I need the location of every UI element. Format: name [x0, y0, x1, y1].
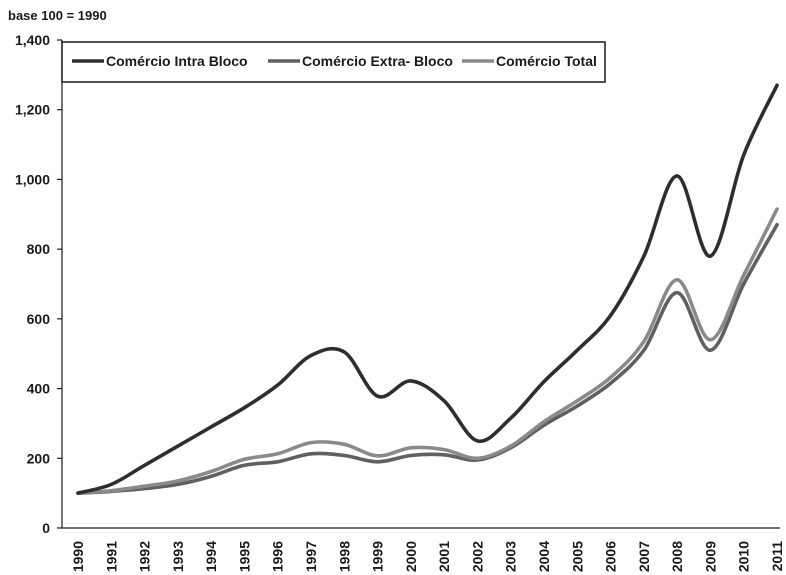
y-tick-label: 800	[27, 241, 51, 257]
x-tick-label: 2011	[769, 541, 785, 572]
series-line-2	[76, 207, 779, 495]
x-tick-label: 2004	[536, 541, 552, 572]
y-tick-label: 1,400	[15, 32, 50, 48]
legend-label: Comércio Total	[496, 53, 597, 69]
y-tick-label: 0	[42, 520, 50, 536]
y-tick-label: 200	[27, 450, 51, 466]
x-tick-label: 2001	[436, 541, 452, 572]
x-tick-label: 1997	[303, 541, 319, 572]
series-line-0	[76, 83, 779, 495]
legend-label: Comércio Extra- Bloco	[302, 53, 453, 69]
x-tick-label: 1998	[336, 541, 352, 572]
x-tick-label: 2003	[503, 541, 519, 572]
unit-label: base 100 = 1990	[8, 8, 107, 23]
y-tick-label: 1,000	[15, 171, 50, 187]
x-tick-label: 2005	[569, 541, 585, 572]
x-tick-label: 2002	[469, 541, 485, 572]
x-tick-label: 2008	[669, 541, 685, 572]
x-tick-label: 1996	[270, 541, 286, 572]
plot-lines	[76, 83, 779, 495]
x-tick-label: 1999	[370, 541, 386, 572]
x-tick-label: 1995	[236, 541, 252, 572]
x-tick-label: 1994	[203, 541, 219, 572]
x-tick-label: 2009	[702, 541, 718, 572]
legend-box	[61, 41, 606, 83]
x-tick-label: 1993	[170, 541, 186, 572]
y-tick-label: 400	[27, 381, 51, 397]
x-tick-label: 1990	[70, 541, 86, 572]
x-tick-label: 2000	[403, 541, 419, 572]
x-tick-label: 2010	[736, 541, 752, 572]
series-line-1	[76, 222, 779, 495]
x-tick-label: 2006	[603, 541, 619, 572]
x-tick-label: 1991	[103, 541, 119, 572]
y-axis: 0 200 400 600 800 1,000 1,200 1,400	[15, 32, 63, 536]
x-tick-label: 2007	[636, 541, 652, 572]
y-tick-label: 600	[27, 311, 51, 327]
legend-label: Comércio Intra Bloco	[106, 53, 248, 69]
y-tick-label: 1,200	[15, 102, 50, 118]
x-tick-label: 1992	[137, 541, 153, 572]
x-axis: 1990 1991 1992 1993 1994 1995 1996 1997 1998 1999…	[62, 527, 785, 572]
legend: Comércio Intra Bloco Comércio Extra- Bloc…	[61, 41, 606, 83]
